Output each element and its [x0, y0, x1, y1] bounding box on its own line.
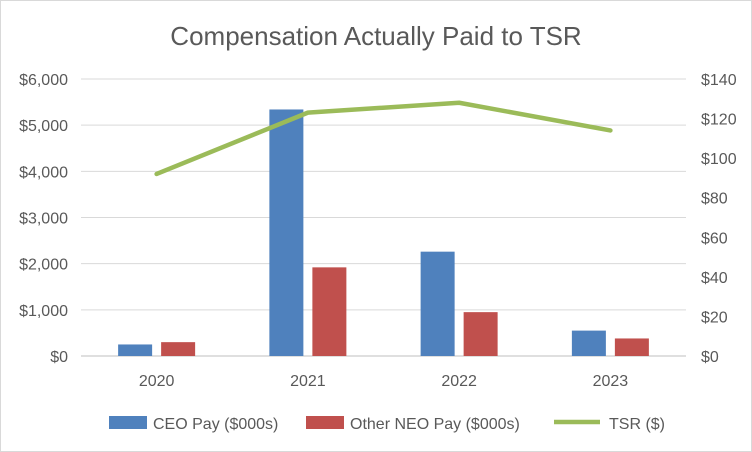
y-right-tick-label: $20 — [701, 309, 728, 326]
y-right-tick-label: $100 — [701, 151, 737, 168]
bar-other-neo-pay — [161, 342, 196, 356]
y-left-tick-label: $4,000 — [19, 164, 68, 181]
y-right-tick-label: $120 — [701, 112, 737, 129]
y-left-tick-label: $5,000 — [19, 118, 68, 135]
legend: CEO Pay ($000s) Other NEO Pay ($000s) TSR … — [109, 416, 665, 433]
y-left-tick-label: $1,000 — [19, 303, 68, 320]
legend-label: CEO Pay ($000s) — [153, 416, 278, 433]
y-right-tick-label: $40 — [701, 270, 728, 287]
bar-ceo-pay — [571, 330, 606, 356]
legend-label: Other NEO Pay ($000s) — [350, 416, 520, 433]
y-right-tick-label: $80 — [701, 191, 728, 208]
bar-other-neo-pay — [614, 338, 649, 356]
y-left-tick-label: $6,000 — [19, 72, 68, 89]
gridlines — [81, 78, 686, 357]
chart-title: Compensation Actually Paid to TSR — [170, 21, 581, 51]
tsr-line — [154, 100, 613, 177]
x-tick-label: 2023 — [593, 373, 629, 390]
legend-swatch-other-neo-pay — [306, 416, 344, 429]
x-tick-label: 2020 — [139, 373, 175, 390]
y-right-tick-label: $60 — [701, 230, 728, 247]
legend-swatch-ceo-pay — [109, 416, 147, 429]
x-tick-label: 2021 — [290, 373, 326, 390]
y-left-tick-label: $3,000 — [19, 211, 68, 228]
x-tick-label: 2022 — [441, 373, 477, 390]
y-right-tick-label: $140 — [701, 72, 737, 89]
bar-other-neo-pay — [463, 312, 498, 356]
y-axis-left: $0 $1,000 $2,000 $3,000 $4,000 $5,000 $6,000 — [19, 72, 68, 366]
y-left-tick-label: $2,000 — [19, 257, 68, 274]
bar-ceo-pay — [420, 251, 455, 356]
bar-ceo-pay — [118, 344, 153, 356]
bar-ceo-pay — [269, 109, 304, 356]
y-left-tick-label: $0 — [50, 349, 68, 366]
x-axis: 2020 2021 2022 2023 — [139, 373, 628, 390]
bar-series — [118, 109, 649, 356]
bar-other-neo-pay — [312, 267, 347, 356]
legend-label: TSR ($) — [609, 416, 665, 433]
y-axis-right: $0 $20 $40 $60 $80 $100 $120 $140 — [701, 72, 737, 366]
y-right-tick-label: $0 — [701, 349, 719, 366]
tsr-line-series — [154, 100, 613, 177]
